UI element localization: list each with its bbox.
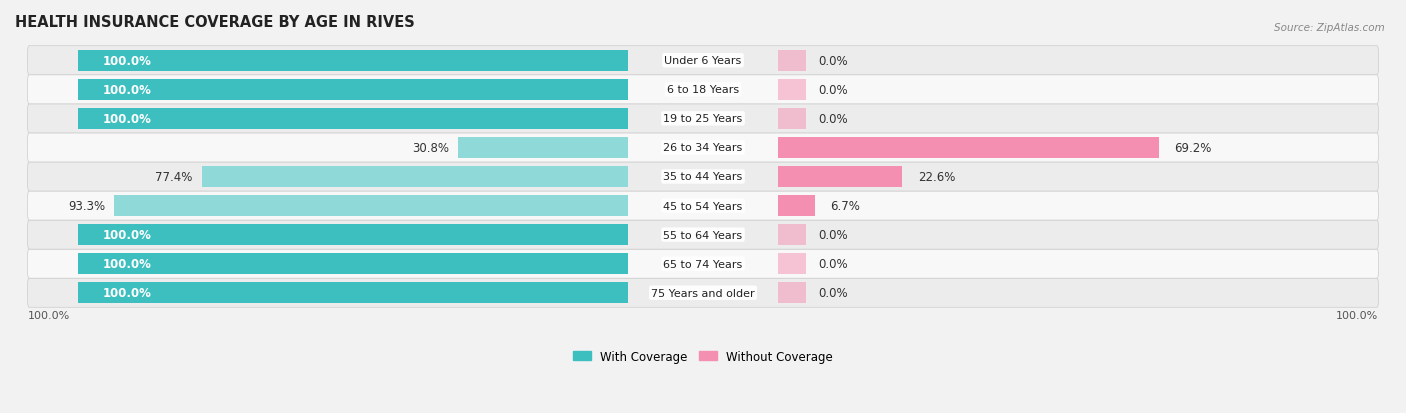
Text: 0.0%: 0.0% [818,55,848,68]
FancyBboxPatch shape [27,76,1379,104]
Text: 26 to 34 Years: 26 to 34 Years [664,143,742,153]
Bar [778,138,1159,159]
Text: 100.0%: 100.0% [103,228,152,242]
FancyBboxPatch shape [27,163,1379,192]
Bar [778,138,806,159]
Bar [778,282,806,304]
Text: 100.0%: 100.0% [28,311,70,320]
Text: Under 6 Years: Under 6 Years [665,56,741,66]
Bar [778,80,806,100]
Text: 0.0%: 0.0% [818,287,848,299]
Text: 100.0%: 100.0% [103,258,152,271]
Text: 69.2%: 69.2% [1174,142,1212,154]
Bar [77,109,628,130]
Text: 35 to 44 Years: 35 to 44 Years [664,172,742,182]
FancyBboxPatch shape [27,221,1379,249]
Bar [77,80,628,100]
FancyBboxPatch shape [27,133,1379,163]
Bar [458,138,628,159]
Bar [778,196,815,216]
Text: 65 to 74 Years: 65 to 74 Years [664,259,742,269]
Text: Source: ZipAtlas.com: Source: ZipAtlas.com [1274,23,1385,33]
Bar [77,254,628,275]
Bar [778,254,806,275]
FancyBboxPatch shape [27,47,1379,76]
Text: 100.0%: 100.0% [103,55,152,68]
Text: HEALTH INSURANCE COVERAGE BY AGE IN RIVES: HEALTH INSURANCE COVERAGE BY AGE IN RIVE… [15,15,415,30]
Text: 100.0%: 100.0% [1336,311,1378,320]
Bar [77,282,628,304]
Text: 19 to 25 Years: 19 to 25 Years [664,114,742,124]
Bar [77,225,628,245]
Legend: With Coverage, Without Coverage: With Coverage, Without Coverage [568,345,838,368]
Text: 100.0%: 100.0% [103,113,152,126]
Bar [778,225,806,245]
Bar [202,166,628,188]
Bar [114,196,628,216]
Bar [77,51,628,71]
Text: 30.8%: 30.8% [412,142,449,154]
Bar [778,51,806,71]
Text: 77.4%: 77.4% [155,171,193,183]
Bar [778,196,806,216]
Text: 0.0%: 0.0% [818,258,848,271]
Bar [778,166,806,188]
FancyBboxPatch shape [27,249,1379,278]
FancyBboxPatch shape [27,278,1379,308]
Text: 55 to 64 Years: 55 to 64 Years [664,230,742,240]
Text: 0.0%: 0.0% [818,83,848,97]
Text: 0.0%: 0.0% [818,113,848,126]
Text: 6 to 18 Years: 6 to 18 Years [666,85,740,95]
Text: 45 to 54 Years: 45 to 54 Years [664,201,742,211]
Text: 75 Years and older: 75 Years and older [651,288,755,298]
Text: 100.0%: 100.0% [103,287,152,299]
Text: 22.6%: 22.6% [918,171,956,183]
Text: 6.7%: 6.7% [831,199,860,213]
Text: 0.0%: 0.0% [818,228,848,242]
FancyBboxPatch shape [27,192,1379,221]
Bar [778,109,806,130]
FancyBboxPatch shape [27,104,1379,133]
Bar [778,166,903,188]
Text: 93.3%: 93.3% [67,199,105,213]
Text: 100.0%: 100.0% [103,83,152,97]
